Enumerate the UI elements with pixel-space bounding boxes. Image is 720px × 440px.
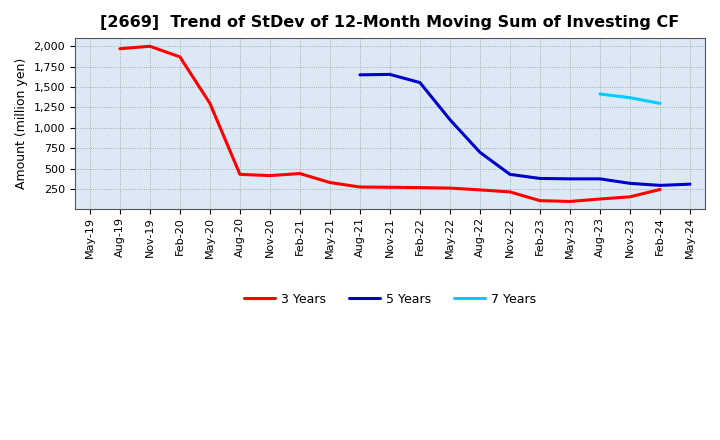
7 Years (656, 101, 665, 106)
3 Years (386, 185, 395, 190)
3 Years (626, 194, 634, 199)
3 Years (536, 198, 544, 203)
3 Years (656, 187, 665, 192)
3 Years (325, 180, 334, 185)
3 Years (145, 44, 154, 49)
5 Years (386, 72, 395, 77)
3 Years (235, 172, 244, 177)
5 Years (656, 183, 665, 188)
5 Years (505, 172, 514, 177)
3 Years (566, 199, 575, 204)
5 Years (595, 176, 604, 181)
3 Years (505, 189, 514, 194)
3 Years (595, 196, 604, 202)
Line: 7 Years: 7 Years (600, 94, 660, 103)
5 Years (685, 182, 694, 187)
3 Years (266, 173, 274, 178)
3 Years (476, 187, 485, 193)
5 Years (476, 150, 485, 155)
5 Years (356, 72, 364, 77)
3 Years (415, 185, 424, 190)
3 Years (116, 46, 125, 51)
3 Years (296, 171, 305, 176)
Legend: 3 Years, 5 Years, 7 Years: 3 Years, 5 Years, 7 Years (238, 288, 541, 311)
3 Years (356, 184, 364, 190)
3 Years (176, 54, 184, 59)
Line: 5 Years: 5 Years (360, 74, 690, 185)
5 Years (566, 176, 575, 181)
3 Years (446, 185, 454, 191)
7 Years (595, 92, 604, 97)
5 Years (626, 181, 634, 186)
Y-axis label: Amount (million yen): Amount (million yen) (15, 58, 28, 189)
Line: 3 Years: 3 Years (120, 46, 660, 202)
Title: [2669]  Trend of StDev of 12-Month Moving Sum of Investing CF: [2669] Trend of StDev of 12-Month Moving… (100, 15, 680, 30)
7 Years (626, 95, 634, 100)
5 Years (415, 80, 424, 85)
5 Years (446, 117, 454, 122)
5 Years (536, 176, 544, 181)
3 Years (206, 101, 215, 106)
